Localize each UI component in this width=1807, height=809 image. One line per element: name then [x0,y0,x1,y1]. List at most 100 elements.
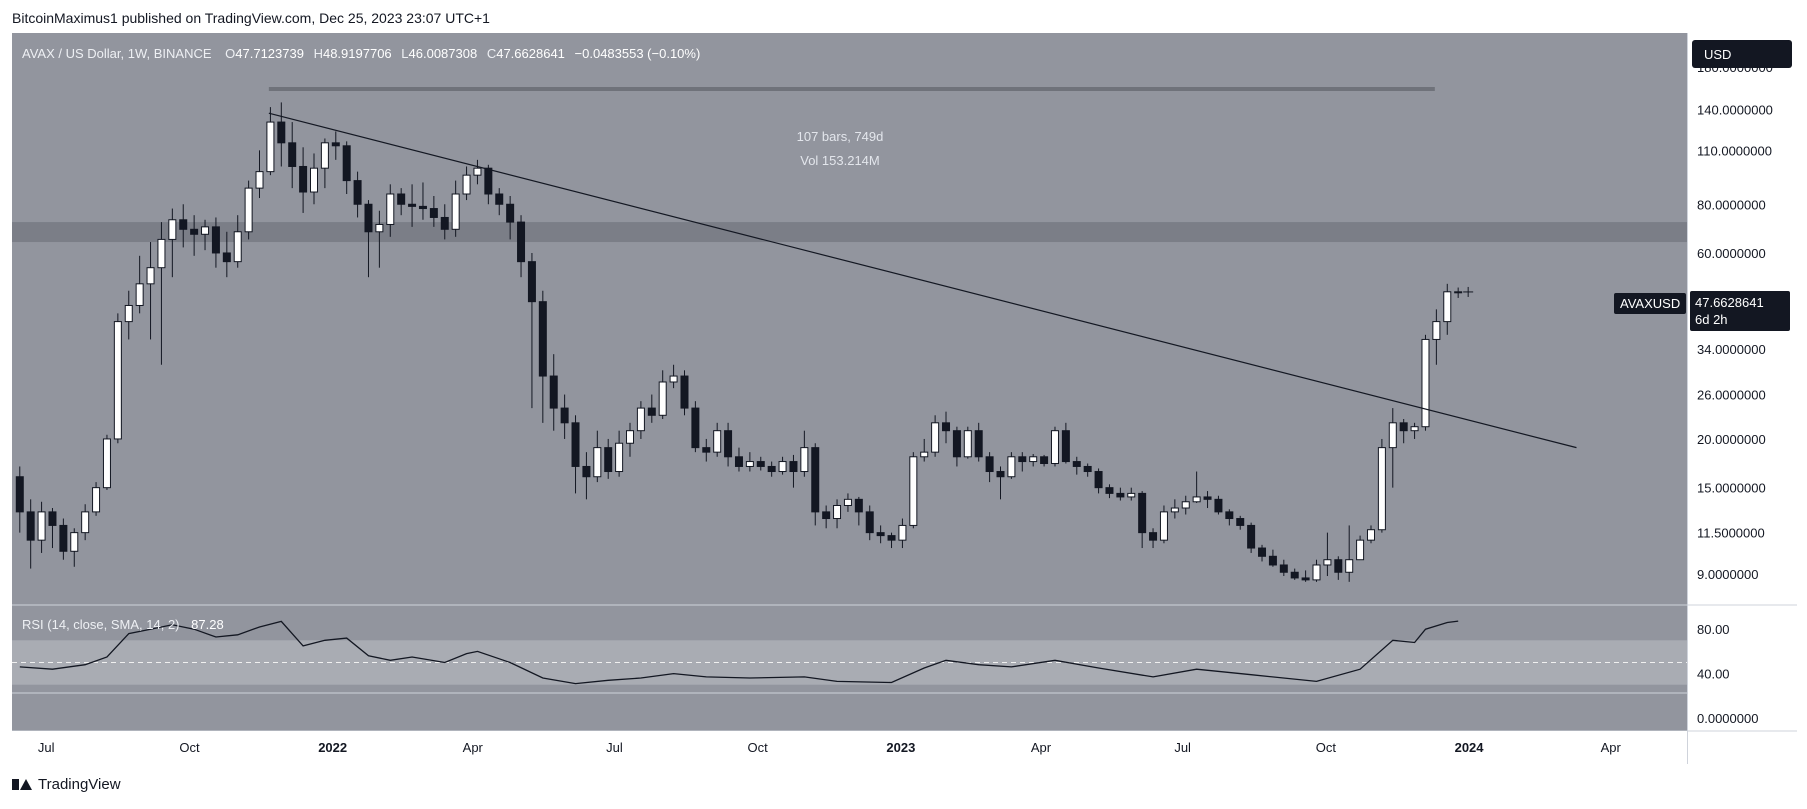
candle-up [320,142,329,169]
candle-down [331,142,340,147]
symbol-title[interactable]: AVAX / US Dollar, 1W, BINANCE [22,46,212,61]
price-tick-label: 110.0000000 [1697,143,1772,158]
ticker-tag: AVAXUSD [1614,293,1687,314]
candle-up [920,451,929,458]
price-tick-label: 15.0000000 [1697,481,1766,496]
candle-up [92,487,101,513]
candle-down [1258,547,1267,557]
candle-up [146,267,155,285]
candle-up [1050,430,1059,465]
candle-down [865,511,874,534]
candle-up [1170,507,1179,513]
candle-down [1203,496,1212,500]
candle-up [745,461,754,467]
candle-up [1192,496,1201,503]
publisher-line: BitcoinMaximus1 published on TradingView… [12,10,490,26]
time-tick-label: Oct [179,740,200,755]
candle-up [626,430,635,444]
candle-down [604,447,613,473]
candle-up [636,407,645,432]
candle-up [451,193,460,230]
rsi-label[interactable]: RSI (14, close, SMA, 14, 2) [22,617,180,632]
bar-countdown: 6d 2h [1695,312,1728,327]
price-axis[interactable] [1687,33,1797,764]
tradingview-logo-icon [12,779,32,790]
time-tick-label: Jul [38,740,55,755]
candle-up [1312,564,1321,581]
candle-up [157,238,166,269]
candle-down [1040,456,1049,465]
candle-up [778,461,787,473]
candle-up [375,223,384,233]
candle-up [135,283,144,306]
time-tick-label: 2023 [886,740,915,755]
candle-down [974,430,983,458]
candle-up [800,447,809,473]
time-axis [12,731,1687,764]
candle-up [615,442,624,473]
candle-down [342,145,351,182]
candle-down [1225,511,1234,520]
close-label: C [486,46,497,61]
candle-down [48,511,57,526]
candle-up [593,447,602,478]
price-tick-label: 80.0000000 [1697,197,1766,212]
candle-down [211,226,220,254]
candle-down [1279,564,1288,573]
rsi-tick-label: 40.00 [1697,667,1730,682]
descending-trendline [268,112,1577,449]
change-value: −0.0483553 (−0.10%) [574,46,701,61]
candle-up [201,226,210,235]
candle-down [1214,498,1223,513]
price-tick-label: 9.0000000 [1697,567,1758,582]
candle-up [898,524,907,541]
low-value: 46.0087308 [408,46,478,61]
candle-up [1127,492,1136,498]
price-tick-label: 11.5000000 [1697,526,1765,541]
candle-up [658,381,667,416]
candle-up [1410,426,1419,432]
rsi-legend: RSI (14, close, SMA, 14, 2) 87.28 [22,617,224,632]
candle-down [942,422,951,432]
candle-down [887,535,896,541]
currency-button[interactable]: USD [1692,40,1792,68]
candle-up [70,532,79,552]
candle-up [669,375,678,383]
candle-down [15,476,24,513]
candle-down [222,252,231,263]
candle-down [408,203,417,207]
candle-down [1072,461,1081,467]
price-tick-label: 60.0000000 [1697,246,1766,261]
candle-down [26,511,35,541]
time-tick-label: Apr [1031,740,1052,755]
candle-up [931,422,940,453]
time-tick-label: Oct [748,740,769,755]
candle-up [1377,447,1386,531]
high-label: H [313,46,323,61]
candle-down [767,465,776,473]
candle-up [37,511,46,541]
rsi-tick-label: 80.00 [1697,622,1730,637]
resistance-zone [12,222,1687,243]
tradingview-logo[interactable]: TradingView [12,776,121,793]
candle-down [734,456,743,467]
candle-down [418,205,427,210]
candle-down [495,193,504,205]
time-tick-label: Oct [1316,740,1337,755]
candle-up [168,219,177,240]
low-label: L [401,46,409,61]
candle-down [756,461,765,467]
time-tick-label: Jul [606,740,623,755]
candle-down [1334,559,1343,573]
measure-volume: Vol 153.214M [800,153,880,168]
rsi-line [19,620,1459,685]
measure-tooltip: 107 bars, 749d Vol 153.214M [760,125,920,173]
time-tick-label: Apr [1601,740,1622,755]
candle-down [1236,518,1245,526]
candle-down [506,203,515,223]
candle-down [560,407,569,424]
candle-up [963,430,972,458]
candle-up [113,321,122,440]
candle-down [179,219,188,230]
